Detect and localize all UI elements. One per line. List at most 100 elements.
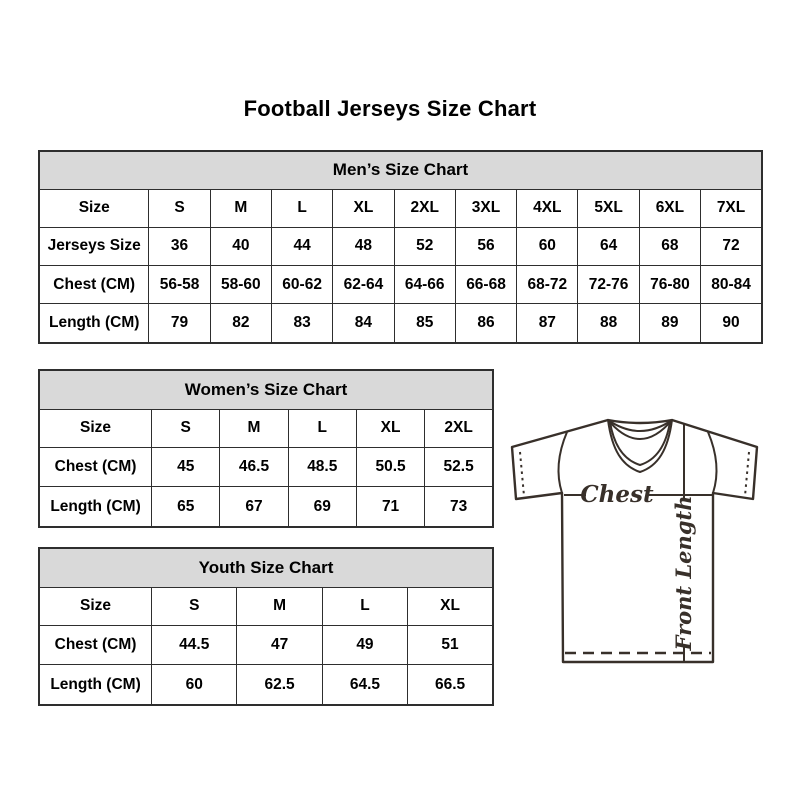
youth-size-chart-table: Youth Size Chart Size S M L XL Chest (CM) 44.5 4… [38,547,494,706]
column-header-2xl: 2XL [393,188,456,228]
value-cell: 79 [148,303,211,344]
value-cell: 60 [516,226,579,266]
value-cell: 64-66 [393,264,456,305]
value-cell: 51 [407,625,494,666]
table-title: Women’s Size Chart [38,369,494,410]
table-row: Length (CM) 65 67 69 71 73 [38,486,494,528]
value-cell: 60 [151,664,238,706]
table-title-row: Men’s Size Chart [38,150,763,190]
value-cell: 60-62 [270,264,334,305]
value-cell: 86 [454,303,518,344]
value-cell: 69 [287,486,357,528]
table-title-row: Women’s Size Chart [38,369,494,410]
value-cell: 66-68 [454,264,518,305]
row-label-cell: Chest (CM) [38,447,153,488]
value-cell: 64.5 [321,664,409,706]
row-label-cell: Length (CM) [38,486,153,528]
value-cell: 67 [219,486,289,528]
value-cell: 68-72 [516,264,579,305]
value-cell: 62-64 [332,264,395,305]
table-title: Youth Size Chart [38,547,494,588]
column-header-4xl: 4XL [516,188,579,228]
column-header-m: M [236,586,323,627]
column-header-s: S [151,408,221,449]
value-cell: 47 [236,625,323,666]
jersey-cuff-stitching-lines [519,451,750,497]
value-cell: 80-84 [700,264,763,305]
youth-size-table: Youth Size Chart Size S M L XL Chest (CM) 44.5 4… [38,547,494,706]
value-cell: 73 [424,486,494,528]
mens-size-chart-table: Men’s Size Chart Size S M L XL 2XL 3XL 4XL 5XL 6XL… [38,150,763,344]
column-header-s: S [148,188,211,228]
value-cell: 48.5 [287,447,357,488]
column-header-7xl: 7XL [700,188,763,228]
row-label-cell: Length (CM) [38,303,150,344]
value-cell: 56-58 [148,264,211,305]
value-cell: 45 [151,447,221,488]
table-header-row: Size S M L XL 2XL 3XL 4XL 5XL 6XL 7XL [38,188,763,228]
table-title-row: Youth Size Chart [38,547,494,588]
table-row: Jerseys Size 36 40 44 48 52 56 60 64 68 72 [38,226,763,266]
jersey-armhole-seams [557,431,718,494]
jersey-measurement-diagram: Chest Front Length [510,418,759,664]
row-label-header: Size [38,408,153,449]
column-header-xl: XL [407,586,494,627]
table-header-row: Size S M L XL [38,586,494,627]
column-header-s: S [151,586,238,627]
value-cell: 72 [700,226,763,266]
value-cell: 83 [270,303,334,344]
value-cell: 58-60 [209,264,272,305]
value-cell: 40 [209,226,272,266]
table-row: Length (CM) 79 82 83 84 85 86 87 88 89 90 [38,303,763,344]
table-row: Chest (CM) 45 46.5 48.5 50.5 52.5 [38,447,494,488]
row-label-header: Size [38,586,153,627]
row-label-header: Size [38,188,150,228]
chest-label: Chest [580,481,654,508]
value-cell: 52.5 [424,447,494,488]
value-cell: 65 [151,486,221,528]
value-cell: 82 [209,303,272,344]
value-cell: 64 [577,226,640,266]
row-label-cell: Length (CM) [38,664,153,706]
value-cell: 46.5 [219,447,289,488]
column-header-3xl: 3XL [454,188,518,228]
table-header-row: Size S M L XL 2XL [38,408,494,449]
womens-size-chart-table: Women’s Size Chart Size S M L XL 2XL Chest (CM)… [38,369,494,528]
column-header-2xl: 2XL [424,408,494,449]
column-header-xl: XL [332,188,395,228]
column-header-6xl: 6XL [638,188,702,228]
page-title: Football Jerseys Size Chart [243,96,537,121]
value-cell: 76-80 [638,264,702,305]
value-cell: 52 [393,226,456,266]
value-cell: 85 [393,303,456,344]
value-cell: 71 [355,486,426,528]
row-label-cell: Chest (CM) [38,264,150,305]
column-header-xl: XL [355,408,426,449]
value-cell: 49 [321,625,409,666]
column-header-m: M [219,408,289,449]
value-cell: 56 [454,226,518,266]
value-cell: 44.5 [151,625,238,666]
column-header-5xl: 5XL [577,188,640,228]
jersey-body-outline [510,418,759,664]
column-header-l: L [321,586,409,627]
women-size-table: Women’s Size Chart Size S M L XL 2XL Chest (CM)… [38,369,494,528]
value-cell: 87 [516,303,579,344]
value-cell: 84 [332,303,395,344]
column-header-l: L [270,188,334,228]
column-header-m: M [209,188,272,228]
jersey-collar [607,419,673,474]
row-label-cell: Jerseys Size [38,226,150,266]
value-cell: 68 [638,226,702,266]
row-label-cell: Chest (CM) [38,625,153,666]
table-title: Men’s Size Chart [38,150,763,190]
value-cell: 48 [332,226,395,266]
men-size-table: Men’s Size Chart Size S M L XL 2XL 3XL 4XL 5XL 6XL… [38,150,763,344]
table-row: Chest (CM) 44.5 47 49 51 [38,625,494,666]
table-row: Length (CM) 60 62.5 64.5 66.5 [38,664,494,706]
value-cell: 50.5 [355,447,426,488]
value-cell: 72-76 [577,264,640,305]
column-header-l: L [287,408,357,449]
value-cell: 89 [638,303,702,344]
